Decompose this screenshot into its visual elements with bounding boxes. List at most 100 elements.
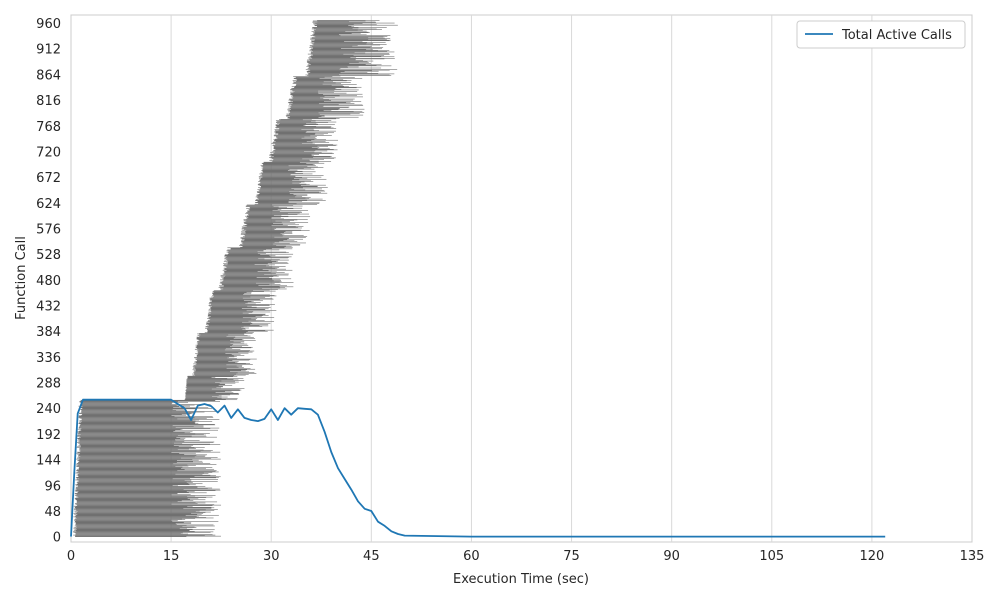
call-bar	[312, 27, 387, 28]
call-bar	[185, 396, 228, 398]
call-bar	[196, 338, 256, 340]
call-bar	[196, 364, 227, 366]
call-bar	[313, 47, 342, 49]
call-bar	[75, 533, 181, 534]
call-bar	[293, 82, 336, 84]
call-bar	[198, 339, 244, 341]
y-tick-label: 816	[36, 94, 61, 109]
call-bar	[227, 253, 294, 255]
call-bar	[77, 438, 181, 440]
call-bar	[186, 388, 245, 389]
call-bar	[240, 237, 306, 238]
call-bar	[75, 487, 213, 489]
call-bar	[209, 312, 253, 313]
call-bar	[198, 351, 249, 352]
call-bar	[226, 256, 271, 257]
call-bar	[208, 308, 266, 310]
call-bar	[74, 528, 193, 530]
call-bar	[74, 514, 198, 516]
call-bar	[207, 318, 258, 319]
call-bar	[79, 473, 209, 474]
y-axis-ticks: 0 48 96 144 192 240 288 336 384 432 480 528 576 624 67…	[36, 17, 61, 546]
call-bar	[80, 447, 195, 449]
call-bar	[206, 321, 243, 323]
call-bar	[193, 365, 243, 366]
call-bar	[76, 515, 186, 517]
call-bar	[273, 156, 331, 158]
call-bar	[196, 342, 245, 344]
call-bar	[77, 486, 206, 487]
call-bar	[261, 185, 318, 187]
call-bar	[311, 28, 377, 30]
call-bar	[275, 127, 334, 129]
call-bar	[81, 410, 177, 411]
call-bar	[292, 83, 342, 84]
call-bar	[208, 318, 252, 320]
call-bar	[313, 35, 341, 37]
call-bar	[273, 139, 339, 141]
call-bar	[247, 224, 300, 226]
call-bar	[259, 193, 290, 195]
call-bar	[80, 445, 192, 447]
call-bar	[206, 330, 268, 332]
call-bar	[186, 391, 216, 393]
call-bar	[76, 529, 215, 531]
call-bar	[257, 191, 320, 193]
call-bar	[228, 252, 258, 254]
call-bar	[194, 357, 230, 358]
call-bar	[212, 294, 270, 296]
call-bar	[187, 376, 216, 378]
call-bar	[212, 295, 275, 296]
call-bar	[79, 444, 221, 445]
call-bar	[77, 471, 216, 472]
call-bar	[263, 167, 324, 168]
call-bar	[79, 412, 191, 414]
call-bar	[195, 358, 257, 360]
call-bar	[77, 436, 207, 437]
call-bar	[289, 117, 340, 119]
call-bar	[75, 517, 207, 518]
call-bar	[258, 176, 322, 178]
call-bar	[212, 292, 252, 294]
call-bar	[76, 447, 205, 448]
call-bar	[248, 214, 282, 216]
call-bar	[76, 494, 191, 495]
call-bar	[272, 158, 303, 160]
call-bar	[227, 247, 285, 249]
call-bar	[76, 463, 174, 465]
call-bar	[211, 296, 251, 298]
call-bar	[309, 38, 369, 40]
call-bar	[186, 384, 226, 386]
call-bar	[245, 225, 272, 227]
call-bar	[260, 187, 303, 189]
call-bar	[295, 79, 332, 81]
call-bar	[289, 103, 319, 105]
call-bar	[309, 45, 358, 46]
call-bar	[77, 480, 192, 482]
call-bar	[258, 190, 324, 191]
call-bar	[225, 257, 288, 259]
call-bar	[259, 189, 306, 191]
call-bar	[186, 383, 225, 385]
call-bar	[77, 491, 189, 493]
call-bar	[185, 389, 242, 391]
call-bar	[73, 532, 211, 533]
call-bar	[285, 115, 325, 117]
call-bar	[224, 256, 292, 258]
call-bar	[240, 244, 301, 246]
call-bar	[76, 502, 196, 503]
call-bar	[309, 68, 340, 70]
call-bar	[316, 24, 377, 25]
call-bar	[185, 392, 234, 394]
call-bar	[207, 316, 262, 318]
call-bar	[227, 252, 289, 253]
call-bar	[75, 533, 189, 535]
call-bar	[80, 449, 204, 451]
call-bar	[261, 170, 288, 172]
call-bar	[78, 469, 185, 471]
call-bar	[260, 165, 316, 166]
call-bar	[78, 459, 199, 461]
call-bar	[195, 347, 252, 349]
call-bar	[78, 475, 216, 476]
